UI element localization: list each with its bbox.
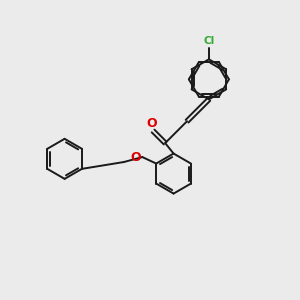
Text: O: O — [130, 151, 141, 164]
Text: O: O — [147, 117, 157, 130]
Text: Cl: Cl — [203, 36, 214, 46]
